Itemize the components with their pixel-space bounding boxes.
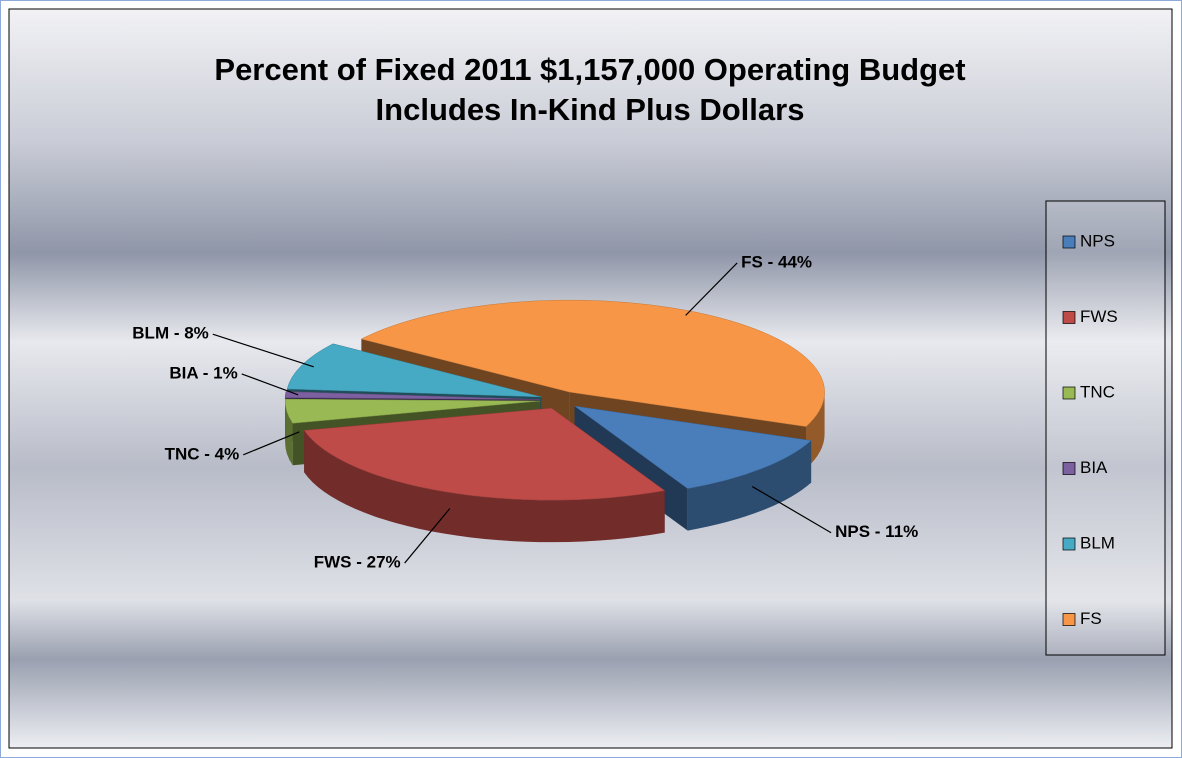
slice-side <box>285 401 293 466</box>
slice-top <box>286 343 542 398</box>
slice-top <box>284 391 541 400</box>
data-label: BIA - 1% <box>169 363 237 382</box>
legend-swatch <box>1062 462 1076 475</box>
leader-line <box>404 508 451 564</box>
legend-swatch <box>1062 613 1076 626</box>
leader-line <box>241 373 299 396</box>
legend-swatch <box>1062 235 1076 249</box>
data-label: NPS - 11% <box>835 522 918 541</box>
leader-line <box>243 431 300 456</box>
data-label: TNC - 4% <box>165 444 240 463</box>
chart-title: Percent of Fixed 2011 $1,157,000 Operati… <box>214 52 965 87</box>
data-label: FS - 44% <box>741 252 812 271</box>
slice-top <box>574 405 812 489</box>
leader-line <box>212 333 314 368</box>
legend-label: FS <box>1080 609 1102 628</box>
legend-swatch <box>1062 537 1076 551</box>
data-label: BLM - 8% <box>132 324 209 343</box>
slice-side <box>304 430 665 543</box>
slice-top <box>303 407 666 501</box>
legend-label: BLM <box>1080 533 1115 552</box>
leader-line <box>751 486 832 534</box>
legend-swatch <box>1062 386 1076 400</box>
legend-label: NPS <box>1080 231 1115 250</box>
slice-side <box>687 440 812 531</box>
legend-swatch <box>1062 311 1076 324</box>
slice <box>303 407 666 543</box>
legend-label: BIA <box>1080 458 1108 477</box>
leader-line <box>685 262 738 316</box>
legend-label: TNC <box>1080 382 1115 401</box>
legend-label: FWS <box>1080 307 1118 326</box>
slice-top <box>360 299 825 427</box>
data-label: FWS - 27% <box>314 553 401 572</box>
legend-box <box>1045 200 1166 656</box>
chart-subtitle: Includes In-Kind Plus Dollars <box>376 92 805 127</box>
slice-top <box>284 398 541 424</box>
